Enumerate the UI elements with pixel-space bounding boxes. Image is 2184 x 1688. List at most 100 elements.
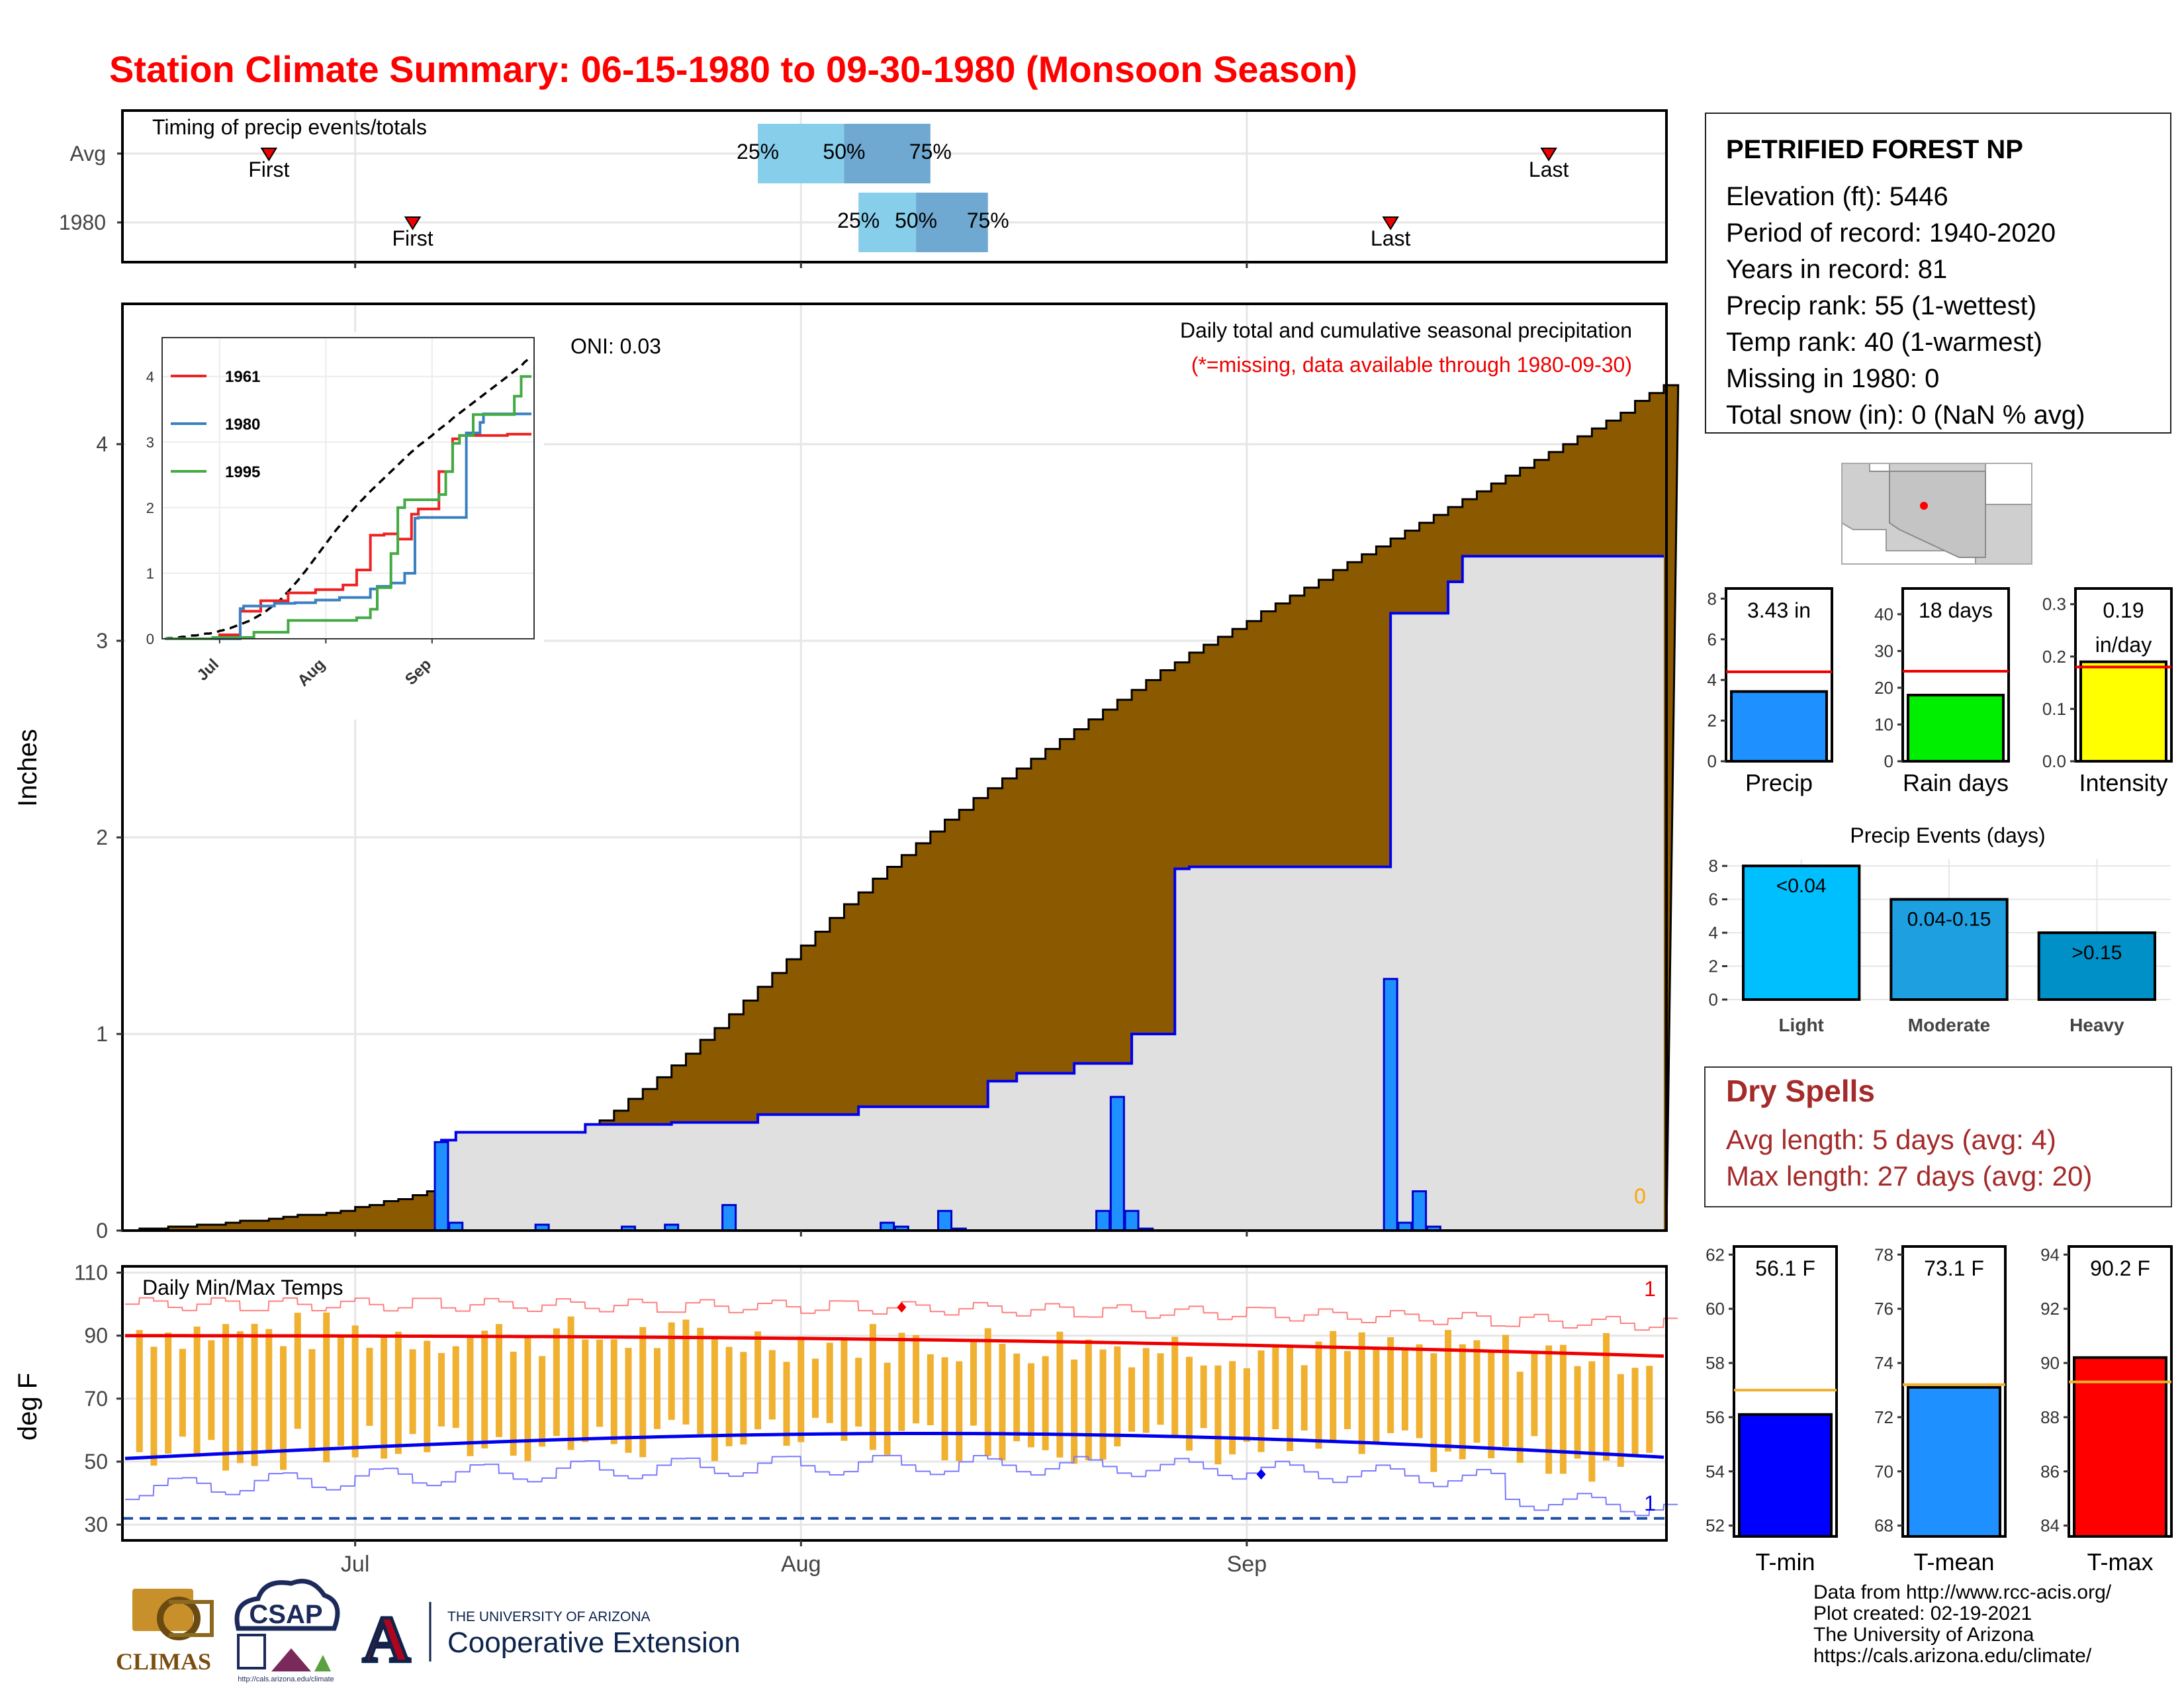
daily-temp-bar (1387, 1337, 1394, 1434)
summary-y-tick-label: 68 (1874, 1516, 1893, 1536)
csap-logo-text: CSAP (249, 1600, 322, 1629)
inset-y-tick-label: 4 (146, 369, 154, 385)
inset-y-tick-label: 3 (146, 434, 154, 451)
daily-temp-bar (1603, 1333, 1610, 1461)
temp-y-tick-label: 110 (74, 1261, 108, 1285)
daily-precip-bar (1383, 978, 1398, 1232)
precip-events-title: Precip Events (days) (1850, 823, 2045, 847)
precip-summary-panels: 0 2 4 6 8 3.43 in Precip 0 10 20 30 40 18 days Rain d… (1707, 587, 2173, 796)
daily-temp-bar (1559, 1344, 1567, 1474)
daily-temp-bar (510, 1351, 517, 1456)
daily-temp-bar (481, 1331, 488, 1449)
daily-temp-bar (639, 1327, 647, 1458)
daily-temp-bar (711, 1336, 718, 1462)
events-y-tick-label: 6 (1709, 890, 1718, 910)
timing-p75-label: 75% (967, 209, 1009, 232)
daily-temp-bar (1300, 1365, 1308, 1431)
daily-temp-bar (1157, 1353, 1164, 1425)
summary-panel-label: T-mean (1913, 1548, 1994, 1575)
daily-temp-bar (136, 1330, 143, 1452)
daily-temp-bar (1416, 1344, 1423, 1438)
last-event-label: Last (1371, 226, 1411, 250)
daily-temp-bar (999, 1344, 1006, 1461)
summary-y-tick-label: 58 (1706, 1353, 1725, 1373)
summary-y-tick-label: 8 (1707, 588, 1717, 608)
daily-temp-bar (381, 1336, 388, 1459)
summary-y-tick-label: 0.1 (2042, 699, 2066, 719)
summary-y-tick-label: 54 (1706, 1462, 1725, 1481)
dry-spells-avg: Avg length: 5 days (avg: 4) (1726, 1124, 2056, 1155)
daily-temp-bar (1185, 1356, 1193, 1451)
event-category-label: Light (1778, 1015, 1823, 1035)
daily-temp-bar (1488, 1351, 1495, 1458)
summary-y-tick-label: 62 (1706, 1244, 1725, 1264)
daily-temp-bar (1445, 1330, 1452, 1452)
daily-precip-bar (721, 1203, 737, 1232)
summary-value-label: 90.2 F (2090, 1256, 2150, 1280)
timing-box-lower (758, 124, 844, 183)
summary-value-label: 73.1 F (1924, 1256, 1984, 1280)
daily-temp-bar (567, 1316, 574, 1450)
daily-temp-bar (596, 1339, 604, 1427)
month-axis-label: Jul (341, 1552, 369, 1577)
dry-spells-max: Max length: 27 days (avg: 20) (1726, 1160, 2092, 1192)
daily-temp-bar (1287, 1346, 1294, 1452)
footer-line: Plot created: 02-19-2021 (1813, 1603, 2032, 1624)
temp-y-tick-label: 90 (84, 1324, 108, 1348)
daily-temp-bar (1516, 1372, 1524, 1463)
precip-y-tick-label: 0 (96, 1219, 108, 1243)
station-location-marker (1920, 502, 1928, 510)
daily-temp-bar (1042, 1356, 1049, 1450)
summary-y-tick-label: 72 (1874, 1407, 1893, 1427)
daily-precip-bar (1109, 1096, 1125, 1232)
daily-temp-bar (1631, 1368, 1639, 1456)
timing-p50-label: 50% (823, 140, 865, 164)
precip-chart-title: Daily total and cumulative seasonal prec… (1180, 318, 1632, 342)
footer-line: Data from http://www.rcc-acis.org/ (1813, 1581, 2112, 1603)
csap-logo: CSAP http://cals.arizona.edu/climate (234, 1579, 340, 1683)
temp-y-tick-label: 50 (84, 1450, 108, 1474)
daily-temp-bar (1085, 1339, 1092, 1460)
event-bar (1742, 865, 1861, 1001)
daily-temp-bar (740, 1352, 747, 1445)
daily-temp-bar (236, 1331, 244, 1464)
summary-value-label: 18 days (1919, 598, 1993, 622)
precip-y-axis-label: Inches (13, 729, 42, 807)
timing-row-label: Avg (69, 142, 106, 165)
daily-temp-bar (697, 1327, 704, 1434)
summary-y-tick-label: 4 (1707, 670, 1717, 690)
daily-precip-bar (1124, 1209, 1140, 1232)
station-period: Period of record: 1940-2020 (1726, 218, 2056, 248)
summary-panel-label: Intensity (2079, 769, 2167, 796)
dry-spells-title: Dry Spells (1726, 1074, 1875, 1108)
daily-temp-bar (294, 1313, 301, 1429)
daily-temp-bar (366, 1348, 373, 1427)
summary-value-label: 0.19 (2103, 598, 2144, 622)
daily-temp-bar (1330, 1331, 1337, 1442)
station-precip-rank: Precip rank: 55 (1-wettest) (1726, 291, 2037, 320)
footer-line: The University of Arizona (1813, 1624, 2034, 1646)
daily-precip-bar (937, 1209, 953, 1232)
daily-temp-bar (725, 1346, 733, 1446)
daily-temp-bar (869, 1324, 876, 1450)
temp-y-tick-label: 30 (84, 1513, 108, 1536)
inset-series-1995 (165, 375, 531, 640)
dry-spells-box: Dry Spells Avg length: 5 days (avg: 4) M… (1704, 1066, 2172, 1207)
daily-temp-bar (553, 1328, 560, 1436)
daily-temp-bar (1373, 1349, 1380, 1442)
daily-temp-bar (394, 1331, 402, 1454)
daily-temp-bar (1315, 1341, 1322, 1449)
timing-panel-label: Timing of precip events/totals (152, 115, 427, 139)
daily-temp-bar (150, 1346, 158, 1466)
first-event-marker (260, 148, 278, 162)
station-snow: Total snow (in): 0 (NaN % avg) (1726, 400, 2085, 430)
daily-temp-bar (1358, 1332, 1365, 1454)
timing-box-upper (916, 193, 988, 252)
daily-temp-bar (1545, 1345, 1553, 1474)
summary-y-tick-label: 92 (2040, 1299, 2060, 1319)
station-years: Years in record: 81 (1726, 255, 1948, 284)
daily-temp-bar (682, 1319, 690, 1425)
last-event-marker (1382, 216, 1399, 230)
temp-plot-background (122, 1266, 1666, 1540)
daily-temp-bar (424, 1340, 431, 1452)
